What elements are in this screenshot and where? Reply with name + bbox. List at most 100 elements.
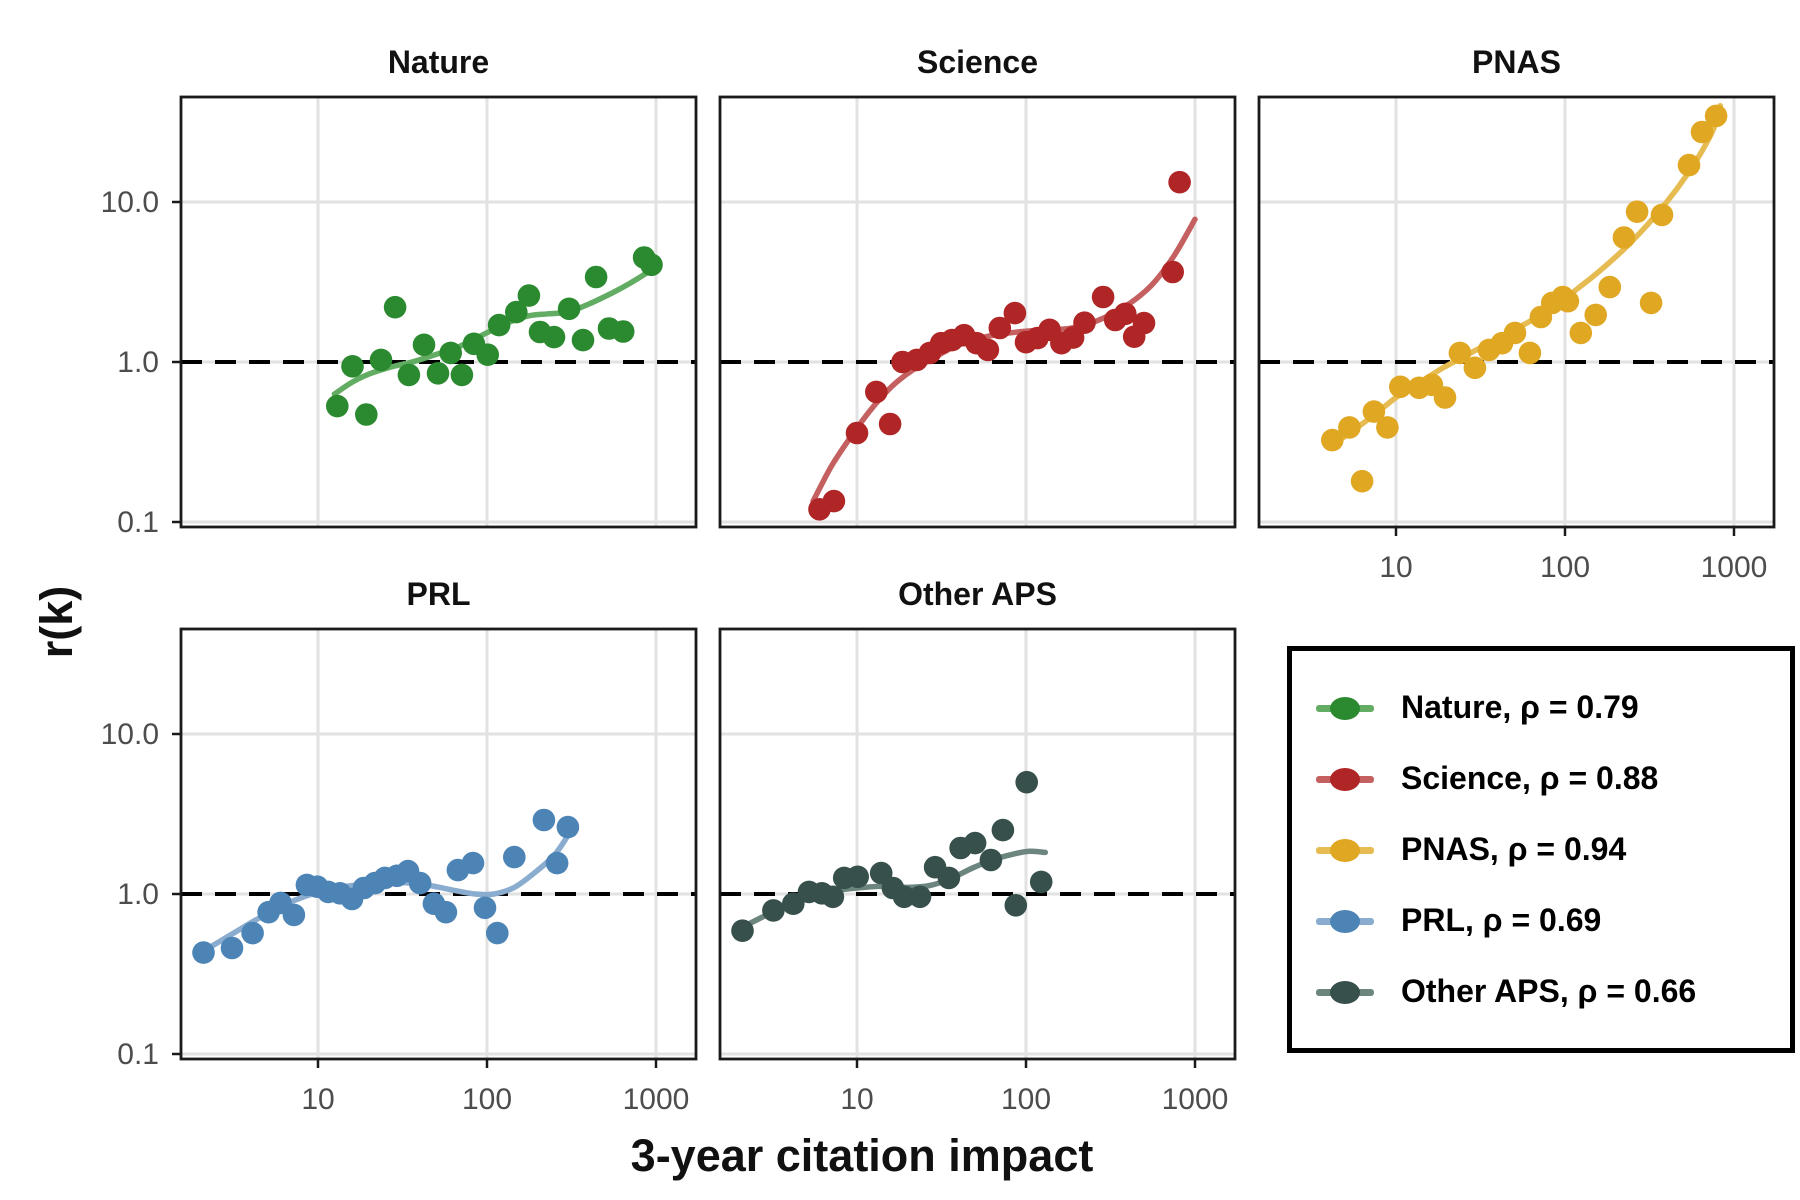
data-point (865, 380, 888, 404)
data-point (762, 899, 785, 922)
data-point (640, 253, 663, 277)
panel-title: Other APS (898, 576, 1057, 612)
x-tick-label: 10 (1379, 551, 1412, 584)
data-point (1650, 203, 1674, 227)
data-point (517, 284, 541, 307)
data-point (976, 338, 1000, 362)
data-point (821, 885, 845, 909)
panel-title: PNAS (1472, 44, 1561, 80)
data-point (1338, 416, 1361, 439)
panel-science: Science (718, 44, 1237, 529)
legend-entry-science: Science, ρ = 0.88 (1316, 756, 1790, 802)
legend-swatch-icon (1316, 695, 1374, 721)
data-point (192, 941, 215, 964)
x-tick-label: 100 (1540, 551, 1590, 584)
x-axis-title: 3-year citation impact (630, 1130, 1094, 1181)
trend-line (1325, 102, 1724, 451)
data-point (1704, 104, 1728, 128)
data-point (1556, 289, 1580, 313)
legend-entry-other-aps: Other APS, ρ = 0.66 (1316, 969, 1790, 1015)
data-point (408, 871, 432, 895)
data-point (611, 320, 635, 343)
data-point (487, 313, 511, 337)
data-point (979, 848, 1003, 872)
data-point (1003, 301, 1027, 325)
data-point (1389, 375, 1412, 399)
legend-label: Science, ρ = 0.88 (1401, 760, 1659, 796)
data-point (473, 896, 497, 920)
data-point (542, 325, 566, 349)
data-point (991, 818, 1015, 842)
data-point (1321, 428, 1344, 452)
panel-border (718, 95, 1237, 529)
panel-border (718, 627, 1237, 1061)
data-point (397, 363, 421, 387)
data-point (822, 489, 846, 513)
data-point (557, 297, 581, 321)
x-tick-label: 10 (840, 1083, 873, 1116)
y-tick-label: 1.0 (117, 346, 159, 379)
legend-label: PNAS, ρ = 0.94 (1401, 831, 1627, 867)
x-tick-label: 10 (301, 1083, 334, 1116)
data-point (1448, 341, 1472, 365)
data-point (426, 362, 450, 385)
legend-swatch-icon (1316, 979, 1374, 1005)
data-point (1015, 770, 1038, 794)
x-tick-label: 1000 (1701, 551, 1768, 584)
data-point (326, 394, 349, 418)
data-point (282, 903, 306, 927)
data-point (1376, 416, 1399, 439)
panel-prl: PRL 10 100 1000 10.0 1.0 0.1 (101, 576, 698, 1116)
data-point (461, 851, 485, 875)
data-point (892, 885, 916, 909)
x-tick-label: 100 (462, 1083, 512, 1116)
data-point (220, 936, 244, 960)
panel-border (1257, 95, 1776, 529)
data-point (1625, 200, 1649, 223)
panel-border (179, 95, 698, 529)
legend-label: Other APS, ρ = 0.66 (1401, 973, 1697, 1009)
data-point (1584, 303, 1607, 327)
data-point (1569, 321, 1593, 345)
data-point (532, 808, 556, 832)
data-point (486, 921, 509, 945)
data-point (571, 328, 595, 352)
data-point (434, 900, 458, 924)
data-point (1503, 321, 1527, 345)
data-point (1114, 302, 1137, 326)
data-point (556, 815, 580, 839)
data-point (1463, 356, 1487, 380)
legend-entry-nature: Nature, ρ = 0.79 (1316, 685, 1790, 731)
data-point (545, 851, 569, 875)
data-point (412, 333, 436, 357)
data-point (1690, 120, 1714, 144)
data-point (1433, 386, 1457, 409)
x-tick-label: 1000 (623, 1083, 690, 1116)
data-point (505, 300, 528, 324)
legend: Nature, ρ = 0.79 Science, ρ = 0.88 PNAS,… (1287, 646, 1795, 1053)
panel-nature: Nature 10.0 1.0 0.1 (101, 44, 698, 539)
data-point (369, 348, 393, 372)
y-tick-label: 1.0 (117, 878, 159, 911)
data-point (584, 265, 608, 289)
data-point (878, 412, 902, 436)
data-point (341, 355, 364, 378)
legend-entry-pnas: PNAS, ρ = 0.94 (1316, 827, 1790, 873)
data-point (439, 341, 463, 365)
panel-pnas: PNAS 10 100 1000 (1257, 44, 1776, 584)
legend-label: PRL, ρ = 0.69 (1401, 902, 1602, 938)
x-tick-label: 100 (1001, 1083, 1051, 1116)
data-point (988, 316, 1012, 340)
data-point (1004, 894, 1028, 917)
data-point (782, 892, 805, 915)
data-point (1639, 291, 1663, 315)
data-point (503, 845, 526, 869)
y-tick-label: 0.1 (117, 506, 159, 539)
data-point (1350, 469, 1374, 493)
data-point (1091, 285, 1115, 309)
data-point (731, 919, 754, 942)
legend-swatch-icon (1316, 766, 1374, 792)
legend-swatch-icon (1316, 837, 1374, 863)
y-tick-label: 10.0 (101, 718, 159, 751)
